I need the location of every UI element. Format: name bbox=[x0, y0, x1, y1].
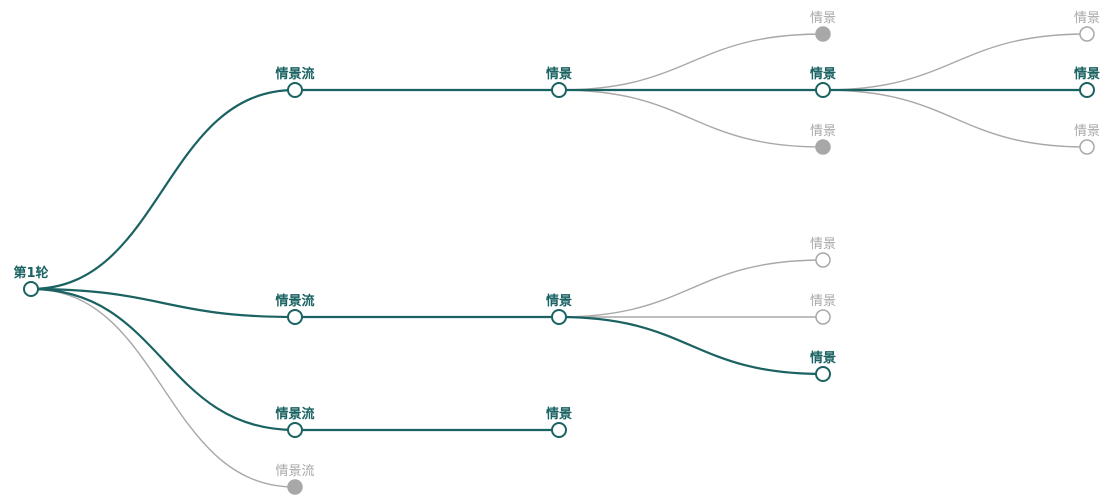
tree-link-b3 bbox=[30, 287, 296, 432]
node-circle[interactable] bbox=[1079, 82, 1095, 98]
tree-node-b2-1[interactable]: 情景 bbox=[546, 293, 572, 325]
tree-node-b1[interactable]: 情景流 bbox=[275, 66, 315, 98]
tree-link-b4 bbox=[30, 288, 296, 488]
tree-node-b2[interactable]: 情景流 bbox=[275, 293, 315, 325]
node-circle[interactable] bbox=[551, 309, 567, 325]
tree-node-b1-1-b-a[interactable]: 情景 bbox=[1074, 11, 1100, 42]
node-label: 情景 bbox=[810, 350, 836, 366]
tree-node-b3-1[interactable]: 情景 bbox=[546, 406, 572, 438]
node-label: 情景 bbox=[1074, 124, 1100, 139]
tree-link-b1-1-a bbox=[558, 33, 824, 91]
node-circle[interactable] bbox=[1079, 26, 1095, 42]
tree-node-b1-1-c[interactable]: 情景 bbox=[810, 124, 836, 155]
node-label: 情景 bbox=[1074, 66, 1100, 82]
tree-node-b2-1-c[interactable]: 情景 bbox=[810, 350, 836, 382]
tree-node-b1-1[interactable]: 情景 bbox=[546, 66, 572, 98]
node-circle[interactable] bbox=[23, 281, 39, 297]
tree-link-b2-1-a bbox=[558, 259, 824, 318]
node-label: 情景 bbox=[810, 124, 836, 139]
node-label: 情景 bbox=[1074, 11, 1100, 26]
tree-node-root[interactable]: 第1轮 bbox=[13, 265, 49, 297]
node-label: 情景 bbox=[546, 66, 572, 82]
node-circle[interactable] bbox=[287, 422, 303, 438]
node-label: 情景流 bbox=[275, 66, 314, 82]
node-circle[interactable] bbox=[551, 422, 567, 438]
node-circle[interactable] bbox=[815, 366, 831, 382]
node-label: 情景 bbox=[810, 66, 836, 82]
tree-link-b1-1-b-c bbox=[822, 89, 1088, 148]
node-circle[interactable] bbox=[815, 26, 831, 42]
tree-node-b2-1-b[interactable]: 情景 bbox=[810, 294, 836, 325]
tree-link-b2-1-c bbox=[558, 315, 824, 376]
tree-link-b2 bbox=[30, 287, 296, 319]
tree-node-b4[interactable]: 情景流 bbox=[275, 464, 315, 495]
tree-node-b1-1-b[interactable]: 情景 bbox=[810, 66, 836, 98]
node-circle[interactable] bbox=[815, 309, 831, 325]
node-label: 情景 bbox=[810, 237, 836, 252]
node-label: 第1轮 bbox=[13, 265, 48, 281]
node-label: 情景流 bbox=[275, 406, 314, 422]
node-circle[interactable] bbox=[815, 252, 831, 268]
node-circle[interactable] bbox=[287, 479, 303, 495]
tree-link-b1 bbox=[30, 88, 296, 291]
node-circle[interactable] bbox=[551, 82, 567, 98]
node-circle[interactable] bbox=[287, 82, 303, 98]
tree-node-b1-1-b-b[interactable]: 情景 bbox=[1074, 66, 1100, 98]
node-circle[interactable] bbox=[287, 309, 303, 325]
node-label: 情景流 bbox=[275, 293, 314, 309]
node-circle[interactable] bbox=[1079, 139, 1095, 155]
node-label: 情景 bbox=[546, 406, 572, 422]
node-label: 情景流 bbox=[275, 464, 314, 479]
tree-link-b1-1-b-a bbox=[822, 33, 1088, 91]
node-label: 情景 bbox=[810, 11, 836, 26]
tree-node-b1-1-a[interactable]: 情景 bbox=[810, 11, 836, 42]
tree-links bbox=[30, 33, 1088, 488]
tree-node-b2-1-a[interactable]: 情景 bbox=[810, 237, 836, 268]
node-circle[interactable] bbox=[815, 139, 831, 155]
tree-link-b1-1-c bbox=[558, 89, 824, 148]
tree-node-b3[interactable]: 情景流 bbox=[275, 406, 315, 438]
node-circle[interactable] bbox=[815, 82, 831, 98]
node-label: 情景 bbox=[546, 293, 572, 309]
tree-node-b1-1-b-c[interactable]: 情景 bbox=[1074, 124, 1100, 155]
node-label: 情景 bbox=[810, 294, 836, 309]
